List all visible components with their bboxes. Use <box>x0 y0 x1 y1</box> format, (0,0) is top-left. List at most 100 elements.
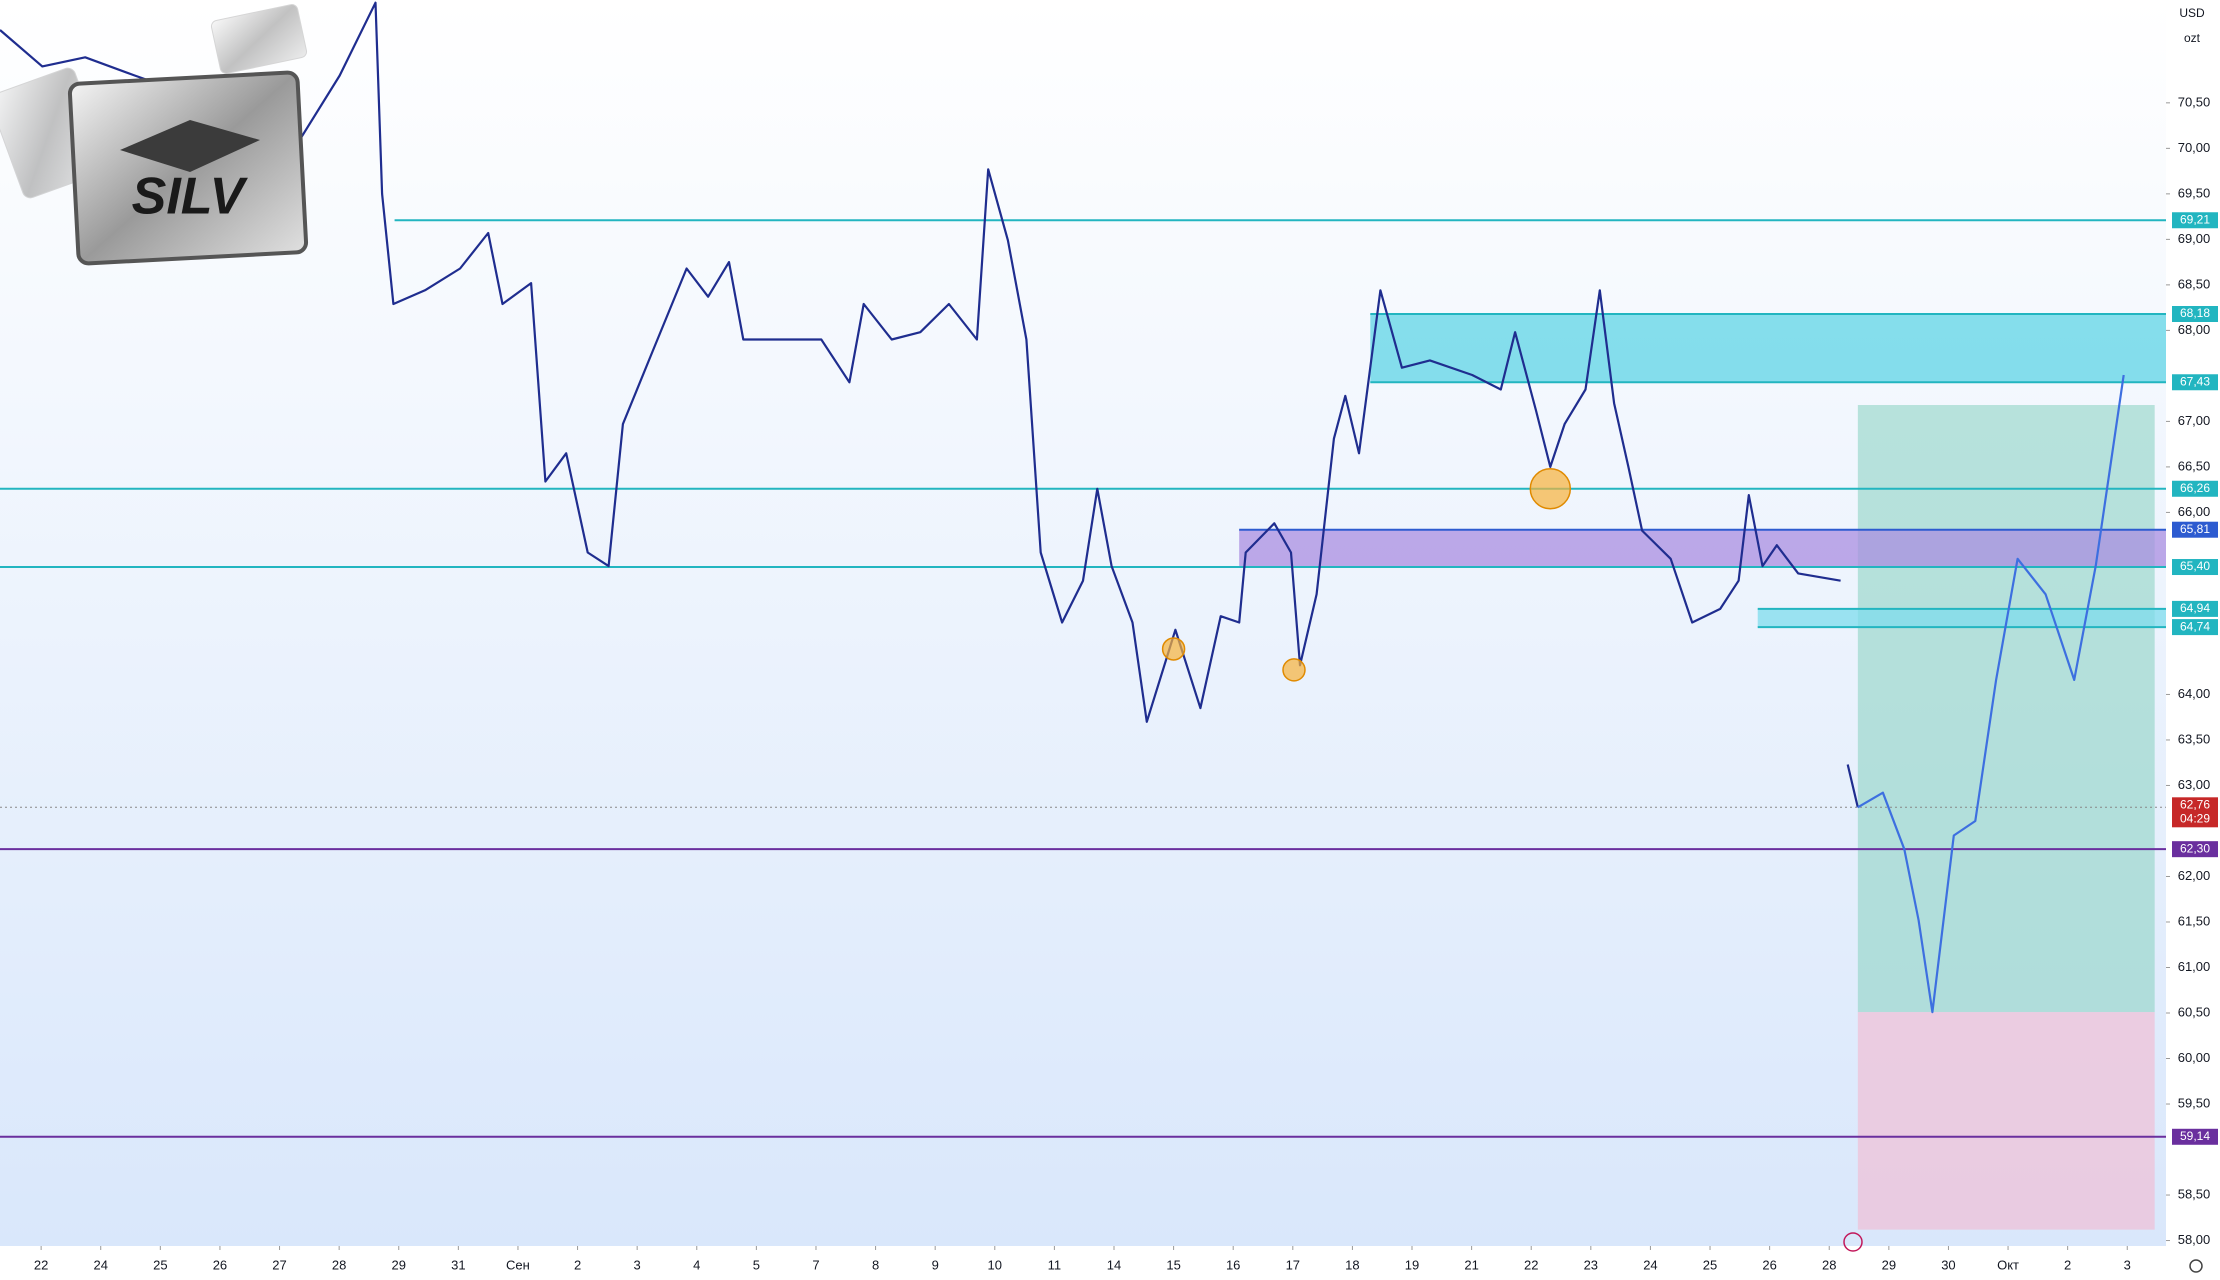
logo-small <box>210 4 308 74</box>
y-tick-label: 69,00 <box>2178 231 2211 246</box>
zone <box>1239 529 2166 568</box>
unit[interactable]: ozt <box>2184 31 2201 45</box>
x-tick-label: 22 <box>1524 1257 1538 1272</box>
x-tick-label: 10 <box>988 1257 1002 1272</box>
y-tick-label: 70,50 <box>2178 94 2211 109</box>
level-label: 59,14 <box>2180 1129 2210 1143</box>
level-label: 66,26 <box>2180 481 2210 495</box>
x-tick-label: 2 <box>2064 1257 2071 1272</box>
logo-text: SILV <box>132 168 249 226</box>
y-tick-label: 64,00 <box>2178 686 2211 701</box>
y-tick-label: 68,00 <box>2178 322 2211 337</box>
level-label: 67,43 <box>2180 374 2210 388</box>
x-tick-label: 8 <box>872 1257 879 1272</box>
last-price-box <box>2172 797 2218 828</box>
x-tick-label: 19 <box>1405 1257 1419 1272</box>
x-tick-label: Сен <box>506 1257 530 1272</box>
x-tick-label: 7 <box>812 1257 819 1272</box>
level-label: 64,94 <box>2180 601 2210 615</box>
x-tick-label: 24 <box>93 1257 107 1272</box>
target-zone <box>1857 405 2155 1013</box>
x-tick-label: 28 <box>1822 1257 1836 1272</box>
zone <box>1757 608 2166 628</box>
x-tick-label: 27 <box>272 1257 286 1272</box>
x-tick-label: 26 <box>1762 1257 1776 1272</box>
x-tick-label: 21 <box>1464 1257 1478 1272</box>
x-tick-label: 9 <box>932 1257 939 1272</box>
y-tick-label: 59,50 <box>2178 1095 2211 1110</box>
y-tick-label: 63,50 <box>2178 731 2211 746</box>
level-label: 64,74 <box>2180 619 2210 633</box>
level-label-box <box>2172 841 2218 858</box>
x-tick-label: 4 <box>693 1257 700 1272</box>
alert-icon[interactable] <box>1843 1232 1863 1252</box>
level-label-box <box>2172 619 2218 636</box>
x-tick-label: 23 <box>1584 1257 1598 1272</box>
y-tick-label: 66,00 <box>2178 504 2211 519</box>
marker <box>1529 468 1572 510</box>
x-tick-label: 3 <box>634 1257 641 1272</box>
y-tick-label: 58,50 <box>2178 1186 2211 1201</box>
level-label-box <box>2172 480 2218 497</box>
x-tick-label: 25 <box>1703 1257 1717 1272</box>
level-label-box <box>2172 1128 2218 1145</box>
x-tick-label: 18 <box>1345 1257 1359 1272</box>
level-label: 68,18 <box>2180 306 2210 320</box>
currency[interactable]: USD <box>2179 6 2205 20</box>
level-label: 62,30 <box>2180 841 2210 855</box>
x-tick-label: Окт <box>1997 1257 2019 1272</box>
price-line <box>0 1 1859 808</box>
price-line <box>1857 374 2125 1014</box>
x-tick-label: 15 <box>1166 1257 1180 1272</box>
countdown-label: 04:29 <box>2180 811 2210 825</box>
x-tick-label: 11 <box>1048 1257 1062 1272</box>
y-tick-label: 63,00 <box>2178 777 2211 792</box>
level-label-box <box>2172 521 2218 538</box>
y-tick-label: 62,00 <box>2178 868 2211 883</box>
x-tick-label: 29 <box>392 1257 406 1272</box>
y-tick-label: 60,50 <box>2178 1004 2211 1019</box>
time-axis <box>0 1246 2166 1280</box>
x-tick-label: 29 <box>1882 1257 1896 1272</box>
y-tick-label: 60,00 <box>2178 1050 2211 1065</box>
x-tick-label: 22 <box>34 1257 48 1272</box>
level-label-box <box>2172 374 2218 391</box>
level-label: 65,40 <box>2180 559 2210 573</box>
x-tick-label: 31 <box>451 1257 465 1272</box>
logo: SILV <box>0 4 309 266</box>
stop-zone <box>1857 1012 2155 1230</box>
x-tick-label: 17 <box>1286 1257 1300 1272</box>
marker <box>1282 658 1306 682</box>
marker <box>1161 637 1186 661</box>
x-tick-label: 24 <box>1643 1257 1657 1272</box>
settings-icon[interactable] <box>2189 1259 2203 1273</box>
x-tick-label: 28 <box>332 1257 346 1272</box>
y-tick-label: 61,00 <box>2178 959 2211 974</box>
zone <box>1370 314 2166 383</box>
y-tick-label: 61,50 <box>2178 913 2211 928</box>
x-tick-label: 30 <box>1941 1257 1955 1272</box>
level-label-box <box>2172 559 2218 576</box>
y-tick-label: 68,50 <box>2178 276 2211 291</box>
x-tick-label: 5 <box>753 1257 760 1272</box>
y-tick-label: 67,00 <box>2178 413 2211 428</box>
level-label-box <box>2172 212 2218 229</box>
level-label: 65,81 <box>2180 522 2210 536</box>
x-tick-label: 14 <box>1107 1257 1121 1272</box>
last-price-label: 62,76 <box>2180 797 2210 811</box>
y-tick-label: 70,00 <box>2178 140 2211 155</box>
y-tick-label: 69,50 <box>2178 185 2211 200</box>
level-label-box <box>2172 306 2218 323</box>
y-tick-label: 66,50 <box>2178 458 2211 473</box>
x-tick-label: 25 <box>153 1257 167 1272</box>
level-label: 69,21 <box>2180 212 2210 226</box>
x-tick-label: 26 <box>213 1257 227 1272</box>
x-tick-label: 16 <box>1226 1257 1240 1272</box>
x-tick-label: 2 <box>574 1257 581 1272</box>
y-tick-label: 58,00 <box>2178 1232 2211 1247</box>
logo-bar <box>120 120 260 172</box>
x-tick-label: 3 <box>2124 1257 2131 1272</box>
